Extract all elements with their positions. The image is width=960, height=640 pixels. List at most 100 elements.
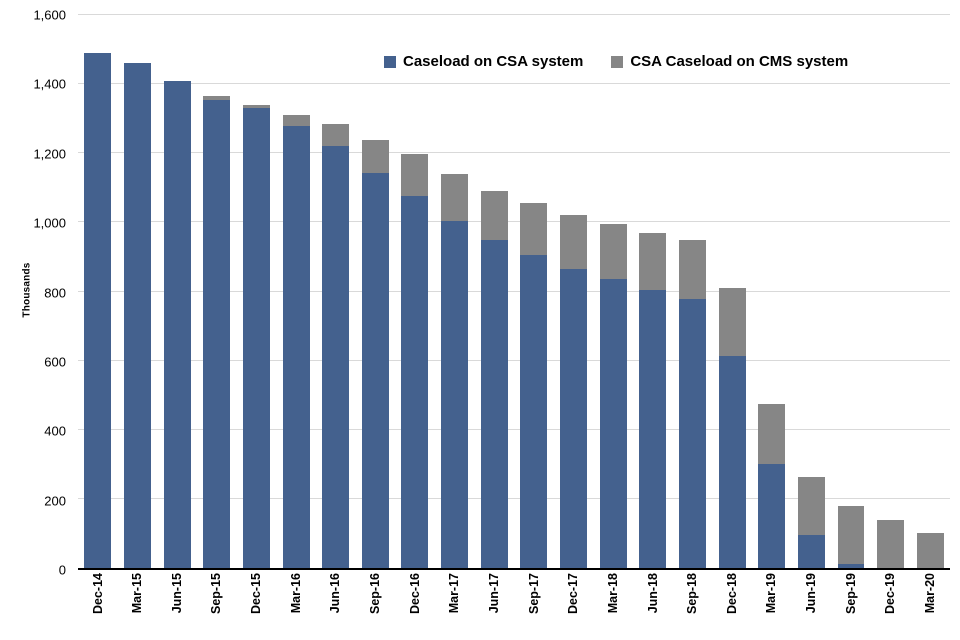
y-tick-label: 200	[44, 493, 66, 509]
gridline	[78, 428, 950, 430]
bar-sep-17	[514, 15, 554, 568]
bar-jun-18	[633, 15, 673, 568]
bar-segment	[877, 519, 905, 568]
legend-item-csa: Caseload on CSA system	[384, 53, 583, 70]
bar-segment	[639, 289, 667, 568]
csa-series-label: Caseload on CSA system	[403, 53, 584, 70]
gridline	[78, 221, 950, 223]
bar-segment	[282, 125, 310, 568]
bar-segment	[361, 140, 389, 174]
x-tick-label: Mar-19	[764, 573, 779, 614]
y-tick-label: 1,600	[33, 7, 66, 23]
bar-segment	[401, 153, 429, 196]
x-tick-slot: Mar-19	[752, 573, 792, 637]
bar-segment	[718, 356, 746, 568]
bar-dec-19	[871, 15, 911, 568]
bar-segment	[480, 239, 508, 568]
x-tick-label: Jun-17	[486, 573, 501, 614]
x-tick-slot: Mar-16	[276, 573, 316, 637]
bar-mar-16	[276, 15, 316, 568]
y-tick-label: 1,200	[33, 146, 66, 162]
x-tick-slot: Jun-18	[633, 573, 673, 637]
x-tick-slot: Dec-16	[395, 573, 435, 637]
bar-segment	[797, 535, 825, 568]
bar-segment	[758, 403, 786, 465]
bar-mar-17	[435, 15, 475, 568]
x-tick-label: Dec-14	[90, 573, 105, 614]
gridline	[78, 14, 950, 15]
bar-segment	[678, 299, 706, 568]
x-tick-label: Sep-17	[526, 573, 541, 614]
x-tick-label: Dec-16	[407, 573, 422, 614]
bar-sep-19	[831, 15, 871, 568]
gridline	[78, 359, 950, 361]
x-tick-label: Jun-19	[804, 573, 819, 614]
bar-segment	[401, 195, 429, 568]
x-tick-label: Sep-18	[685, 573, 700, 614]
bar-segment	[441, 174, 469, 221]
gridline	[78, 497, 950, 499]
legend: Caseload on CSA system CSA Caseload on C…	[384, 53, 848, 70]
x-tick-label: Mar-20	[923, 573, 938, 614]
bar-segment	[520, 203, 548, 256]
bar-dec-16	[395, 15, 435, 568]
x-tick-slot: Dec-18	[712, 573, 752, 637]
bar-jun-19	[792, 15, 832, 568]
bar-segment	[560, 215, 587, 270]
x-tick-label: Mar-17	[447, 573, 462, 614]
bar-segment	[599, 279, 627, 568]
bar-segment	[282, 114, 310, 126]
x-tick-slot: Dec-14	[78, 573, 118, 637]
bar-jun-15	[157, 15, 197, 568]
bar-segment	[203, 96, 231, 100]
y-tick-label: 1,400	[33, 76, 66, 92]
bar-segment	[441, 220, 469, 568]
bar-segment	[718, 288, 746, 357]
x-tick-label: Dec-15	[249, 573, 264, 614]
bar-mar-20	[910, 15, 950, 568]
legend-item-cms: CSA Caseload on CMS system	[611, 53, 848, 70]
y-tick-label: 400	[44, 423, 66, 439]
bar-mar-18	[593, 15, 633, 568]
x-tick-label: Jun-18	[645, 573, 660, 614]
bar-jun-17	[474, 15, 514, 568]
x-tick-label: Sep-15	[209, 573, 224, 614]
x-tick-label: Mar-18	[605, 573, 620, 614]
x-tick-slot: Dec-15	[237, 573, 277, 637]
bar-segment	[916, 533, 944, 568]
x-tick-slot: Jun-16	[316, 573, 356, 637]
bar-mar-19	[752, 15, 792, 568]
bar-segment	[242, 104, 270, 109]
bar-sep-18	[673, 15, 713, 568]
x-tick-slot: Sep-15	[197, 573, 237, 637]
bar-segment	[678, 239, 706, 300]
gridline	[78, 152, 950, 154]
bar-mar-15	[118, 15, 158, 568]
x-tick-label: Sep-16	[368, 573, 383, 614]
bar-segment	[84, 53, 112, 568]
x-tick-label: Jun-16	[328, 573, 343, 614]
bar-segment	[163, 80, 191, 568]
x-tick-slot: Dec-17	[554, 573, 594, 637]
cms-series-label: CSA Caseload on CMS system	[630, 53, 849, 70]
x-tick-slot: Sep-18	[673, 573, 713, 637]
bar-sep-16	[355, 15, 395, 568]
x-tick-slot: Mar-15	[118, 573, 158, 637]
y-axis: 0 200 400 600 800 1,000 1,200 1,400 1,600	[0, 9, 66, 577]
x-tick-slot: Sep-19	[831, 573, 871, 637]
y-tick-label: 0	[58, 562, 66, 578]
x-tick-label: Dec-17	[566, 573, 581, 614]
bar-segment	[322, 123, 350, 146]
bar-segment	[639, 232, 667, 290]
bar-segment	[203, 99, 231, 568]
bar-segment	[242, 108, 270, 568]
bar-segment	[480, 190, 508, 240]
gridline	[78, 83, 950, 85]
x-tick-slot: Sep-17	[514, 573, 554, 637]
x-tick-slot: Jun-19	[792, 573, 832, 637]
x-tick-slot: Mar-17	[435, 573, 475, 637]
bar-segment	[560, 269, 587, 568]
x-tick-label: Jun-15	[169, 573, 184, 614]
bar-dec-18	[712, 15, 752, 568]
